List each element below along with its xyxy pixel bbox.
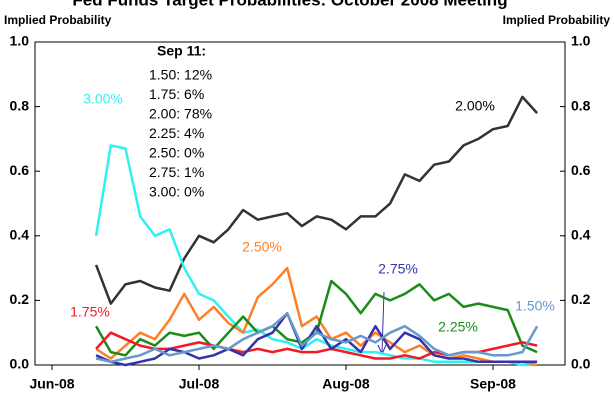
arrow	[381, 291, 385, 353]
annotation-line: 2.75: 1%	[149, 164, 204, 180]
series-label: 2.00%	[455, 98, 495, 114]
series-label: 1.75%	[70, 304, 110, 320]
y-tick-label: 0.4	[10, 227, 30, 243]
series-label: 2.75%	[378, 261, 418, 277]
y2-tick-label: 0.4	[571, 227, 591, 243]
series-line	[94, 95, 539, 305]
x-tick-label: Sep-08	[470, 376, 516, 392]
series-label: 1.50%	[515, 298, 555, 314]
chart-title: Fed Funds Target Probabilities: October …	[72, 0, 507, 9]
y2-tick-label: 0.8	[571, 97, 591, 113]
y2-tick-label: 0.0	[571, 356, 591, 372]
annotation-heading: Sep 11:	[157, 43, 206, 59]
series-label: 2.25%	[438, 319, 478, 335]
annotation-line: 2.00: 78%	[149, 106, 212, 122]
y-tick-label: 0.0	[10, 356, 30, 372]
y-tick-label: 0.8	[10, 97, 30, 113]
y2-axis-label: Implied Probability	[503, 13, 611, 27]
y2-tick-label: 0.2	[571, 291, 591, 307]
series-line	[95, 312, 539, 364]
x-tick-label: Aug-08	[322, 376, 370, 392]
y-tick-label: 0.2	[10, 291, 30, 307]
annotation-line: 2.50: 0%	[149, 145, 204, 161]
y-axis-label: Implied Probability	[4, 13, 112, 27]
annotation-line: 1.50: 12%	[149, 67, 212, 83]
y-tick-label: 1.0	[10, 33, 30, 49]
annotation-line: 1.75: 6%	[149, 86, 204, 102]
series-label: 3.00%	[83, 91, 123, 107]
y-tick-label: 0.6	[10, 162, 30, 178]
x-tick-label: Jul-08	[179, 376, 220, 392]
x-tick-label: Jun-08	[29, 376, 74, 392]
y2-tick-label: 1.0	[571, 33, 591, 49]
series-line	[95, 266, 538, 367]
annotation-line: 3.00: 0%	[149, 184, 204, 200]
annotation-line: 2.25: 4%	[149, 125, 204, 141]
y2-tick-label: 0.6	[571, 162, 591, 178]
plot-frame	[34, 41, 566, 366]
series-label: 2.50%	[242, 239, 282, 255]
series-line	[95, 312, 538, 367]
series-line	[94, 144, 538, 367]
